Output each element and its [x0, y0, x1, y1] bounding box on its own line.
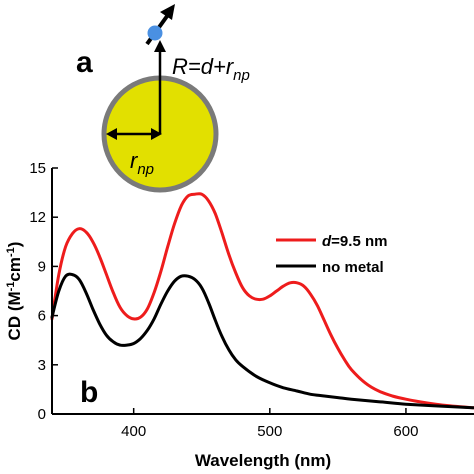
plot-area [52, 168, 474, 414]
distance-arrow-head-icon [154, 40, 166, 52]
schematic-panel: a R=d+rnp rnp [76, 4, 250, 193]
y-tick-label: 15 [29, 160, 46, 177]
legend-label-d95: d=9.5 nm [322, 233, 387, 250]
series-line-no-metal [50, 272, 474, 410]
x-tick-label: 400 [121, 423, 146, 440]
cd-spectrum-chart: 0 3 6 9 12 15 400 500 600 b Wavelength (nm) CD … [5, 160, 474, 470]
x-axis-title: Wavelength (nm) [195, 451, 331, 470]
radius-arrow-right-head-icon [151, 128, 162, 140]
series-line-d95 [50, 192, 474, 410]
series-lines [50, 192, 474, 410]
y-tick-label: 9 [38, 258, 46, 275]
legend: d=9.5 nm no metal [276, 233, 387, 276]
distance-formula: R=d+rnp [172, 54, 250, 84]
radius-label: rnp [130, 148, 154, 178]
dipole-icon [145, 4, 175, 46]
panel-label-b: b [80, 376, 98, 409]
x-tick-label: 500 [257, 423, 282, 440]
x-axis-ticks: 400 500 600 [121, 408, 418, 440]
y-axis-title: CD (M-1cm-1) [5, 242, 24, 341]
y-tick-label: 6 [38, 308, 46, 325]
y-tick-label: 3 [38, 357, 46, 374]
panel-label-a: a [76, 46, 93, 79]
radius-arrow-left-head-icon [106, 128, 117, 140]
x-tick-label: 600 [393, 423, 418, 440]
y-tick-label: 12 [29, 209, 46, 226]
y-tick-label: 0 [38, 406, 46, 423]
y-axis-ticks: 0 3 6 9 12 15 [29, 160, 58, 423]
legend-label-no-metal: no metal [322, 259, 384, 276]
